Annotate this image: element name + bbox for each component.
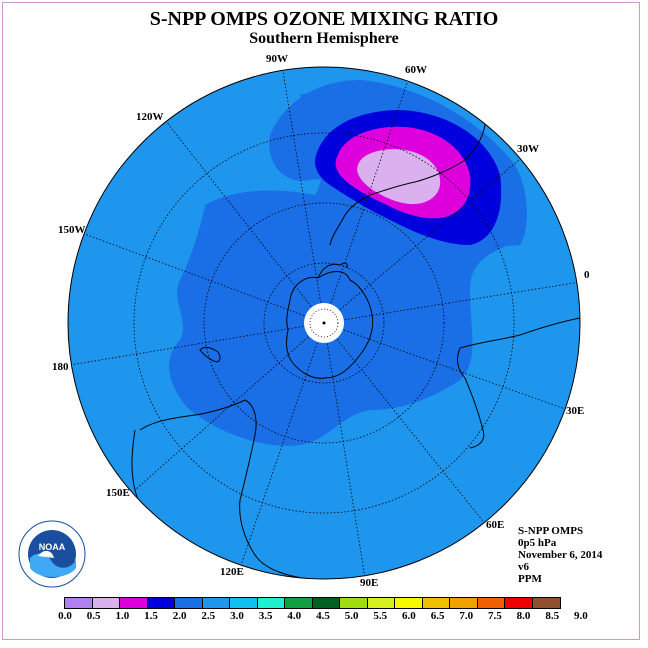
colorbar-swatch [450, 598, 478, 608]
info-date: November 6, 2014 [518, 549, 603, 561]
colorbar-swatch [175, 598, 203, 608]
info-units: PPM [518, 573, 542, 585]
noaa-logo: NOAA [18, 520, 86, 588]
colorbar-swatch [340, 598, 368, 608]
colorbar-swatch [120, 598, 148, 608]
colorbar-tick-label: 6.0 [402, 610, 416, 622]
ozone-field-0.5-1.0 [357, 149, 441, 205]
map-title: S-NPP OMPS OZONE MIXING RATIO [149, 8, 499, 30]
colorbar-swatch [532, 598, 560, 608]
lon-label-30e: 30E [566, 405, 584, 417]
colorbar-tick-label: 1.5 [144, 610, 158, 622]
colorbar-swatch [285, 598, 313, 608]
colorbar-tick-label: 8.5 [545, 610, 560, 622]
info-instrument: S-NPP OMPS [518, 525, 584, 537]
colorbar-swatch [505, 598, 533, 608]
noaa-logo-text: NOAA [39, 542, 66, 552]
colorbar-tick-label: 6.5 [430, 610, 445, 622]
colorbar-tick-label: 4.5 [316, 610, 330, 622]
lon-label-60w: 60W [405, 64, 427, 76]
australia-coast [139, 399, 321, 579]
colorbar-swatch [395, 598, 423, 608]
figure-frame [2, 2, 640, 640]
lon-label-120w: 120W [136, 111, 164, 123]
colorbar-swatch [92, 598, 120, 608]
colorbar-tick-label: 4.0 [287, 610, 302, 622]
lon-label-90e: 90E [360, 577, 378, 589]
lon-label-180: 180 [52, 361, 69, 373]
colorbar-tick-label: 2.5 [201, 610, 216, 622]
colorbar-swatch [257, 598, 285, 608]
colorbar-tick-label: 3.5 [258, 610, 273, 622]
colorbar-tick-label: 7.0 [459, 610, 474, 622]
lon-label-150w: 150W [58, 224, 86, 236]
info-level: 0p5 hPa [518, 537, 557, 549]
lon-label-60e: 60E [486, 519, 504, 531]
lon-label-120e: 120E [220, 566, 244, 578]
colorbar-tick-label: 5.0 [344, 610, 359, 622]
colorbar [64, 597, 561, 609]
colorbar-swatch [477, 598, 505, 608]
lon-label-90w: 90W [266, 53, 288, 65]
lon-label-30w: 30W [517, 143, 539, 155]
colorbar-tick-label: 7.5 [488, 610, 502, 622]
colorbar-tick-label: 0.0 [58, 610, 72, 622]
colorbar-swatch [312, 598, 340, 608]
colorbar-swatch [367, 598, 395, 608]
new-zealand-coast [199, 346, 221, 363]
colorbar-swatch [65, 598, 93, 608]
colorbar-tick-label: 9.0 [574, 610, 588, 622]
colorbar-swatch [147, 598, 175, 608]
map-subtitle: Southern Hemisphere [249, 30, 399, 47]
colorbar-tick-label: 2.0 [172, 610, 187, 622]
info-version: v6 [518, 561, 529, 573]
colorbar-swatch [202, 598, 230, 608]
antarctica-coast [286, 271, 374, 379]
colorbar-tick-label: 8.0 [516, 610, 531, 622]
colorbar-tick-label: 5.5 [373, 610, 388, 622]
map-boundary [67, 66, 581, 580]
product-info: S-NPP OMPS 0p5 hPa November 6, 2014 v6 P… [518, 525, 602, 585]
lon-label-0: 0 [584, 269, 590, 281]
south-america-coast [329, 89, 486, 246]
colorbar-tick-label: 0.5 [86, 610, 101, 622]
graticule [69, 67, 580, 579]
lon-label-150e: 150E [106, 487, 130, 499]
colorbar-swatch [230, 598, 258, 608]
colorbar-swatch [422, 598, 450, 608]
colorbar-tick-label: 3.0 [230, 610, 244, 622]
africa-coast [457, 317, 580, 449]
colorbar-tick-label: 1.0 [115, 610, 130, 622]
colorbar-tick-labels: 0.0 0.5 1.0 1.5 2.0 2.5 3.0 3.5 4.0 4.5 5.0 5.5 6.0 6… [0, 610, 648, 624]
